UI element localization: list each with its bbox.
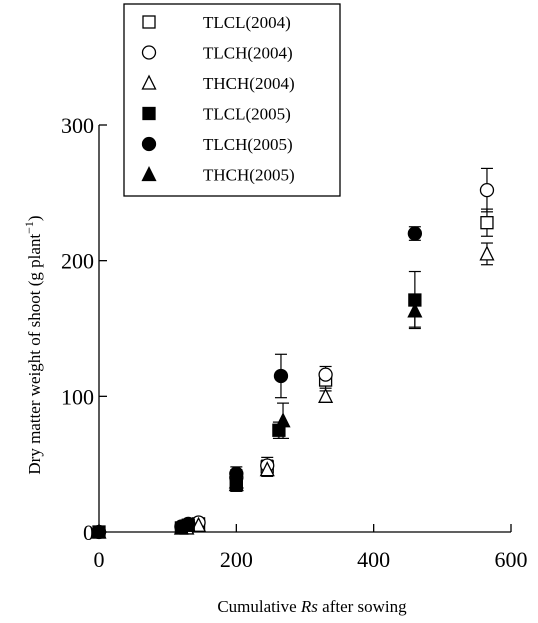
- legend-marker: [142, 15, 156, 29]
- data-point-tlch-2005: [273, 368, 289, 384]
- data-point-thch-2005: [275, 412, 291, 428]
- legend: TLCL(2004) TLCH(2004) THCH(2004) TLCL(2005)…: [123, 3, 341, 197]
- data-point-tlch-2004: [479, 182, 495, 198]
- legend-box: [123, 3, 341, 197]
- x-axis-label: Cumulative Rs after sowing: [217, 597, 407, 616]
- data-point-thch-2004: [259, 461, 275, 477]
- error-bars: [230, 167, 493, 492]
- data-point-thch-2005: [91, 523, 107, 539]
- legend-label: TLCL(2005): [203, 105, 291, 124]
- axes: [98, 125, 511, 533]
- legend-marker: [141, 166, 157, 182]
- legend-marker: [141, 136, 157, 152]
- y-ticks: 0 100 200 300: [61, 113, 107, 545]
- data-point-thch-2004: [318, 387, 334, 403]
- x-tick-label: 0: [94, 547, 105, 572]
- legend-marker: [141, 45, 157, 60]
- data-point-tlch-2004: [318, 367, 333, 382]
- data-point-thch-2005: [407, 302, 423, 318]
- data-point-tlcl-2004: [480, 216, 494, 230]
- x-tick-label: 600: [495, 547, 528, 572]
- data-point-thch-2005: [180, 516, 196, 532]
- legend-marker: [142, 106, 156, 121]
- legend-label: TLCH(2004): [203, 44, 293, 63]
- y-tick-label: 100: [61, 384, 94, 409]
- x-tick-label: 200: [220, 547, 253, 572]
- data-point-thch-2005: [228, 473, 244, 489]
- legend-label: TLCH(2005): [203, 135, 293, 154]
- data-point-tlch-2005: [407, 226, 423, 241]
- x-tick-label: 400: [357, 547, 390, 572]
- x-ticks: 0 200 400 600: [94, 524, 528, 572]
- y-axis-label: Dry matter weight of shoot (g plant−1): [22, 215, 44, 474]
- legend-marker: [141, 74, 157, 90]
- data-point-thch-2004: [479, 245, 495, 261]
- legend-label: THCH(2005): [203, 166, 295, 185]
- legend-label: TLCL(2004): [203, 13, 291, 32]
- legend-label: THCH(2004): [203, 74, 295, 93]
- data-markers: [91, 182, 495, 540]
- y-tick-label: 200: [61, 249, 94, 274]
- y-tick-label: 300: [61, 113, 94, 138]
- y-tick-label: 0: [83, 520, 94, 545]
